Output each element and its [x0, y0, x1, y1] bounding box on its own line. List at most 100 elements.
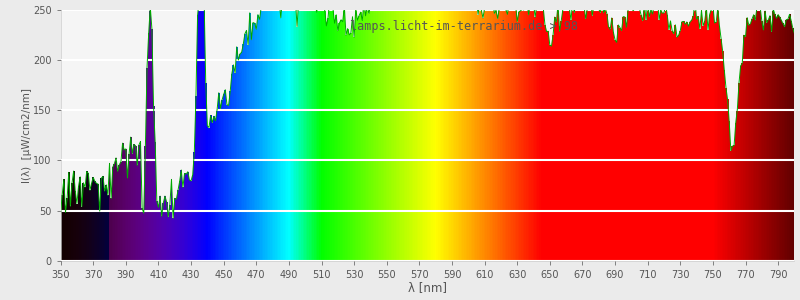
Bar	[78, 186, 79, 261]
Bar	[585, 19, 586, 261]
Bar	[324, 11, 326, 261]
Bar	[524, 10, 526, 261]
Bar	[577, 10, 578, 261]
Bar	[65, 212, 66, 261]
Bar	[329, 10, 330, 261]
Bar	[722, 51, 724, 261]
Bar	[519, 11, 522, 261]
Bar	[679, 31, 682, 261]
Bar	[630, 10, 632, 261]
Bar	[702, 26, 704, 261]
Bar	[436, 10, 438, 261]
Bar	[138, 145, 140, 261]
Bar	[130, 137, 132, 261]
Bar	[384, 10, 386, 261]
Bar	[751, 19, 753, 261]
Bar	[464, 10, 466, 261]
Bar	[759, 10, 761, 261]
Bar	[712, 10, 714, 261]
Bar	[174, 198, 176, 261]
Bar	[627, 10, 629, 261]
Bar	[257, 15, 259, 261]
Bar	[575, 10, 577, 261]
Bar	[316, 12, 318, 261]
Bar	[394, 10, 396, 261]
Bar	[358, 16, 360, 261]
Bar	[673, 34, 674, 261]
Bar	[743, 35, 745, 261]
Bar	[402, 10, 404, 261]
Bar	[474, 10, 476, 261]
Bar	[218, 93, 220, 261]
Bar	[439, 10, 442, 261]
Bar	[162, 203, 164, 261]
Bar	[153, 106, 154, 261]
Bar	[139, 141, 142, 261]
Bar	[611, 18, 613, 261]
Bar	[654, 10, 655, 261]
Bar	[286, 10, 288, 261]
Bar	[640, 15, 642, 261]
Bar	[150, 10, 151, 261]
Bar	[145, 146, 146, 261]
Bar	[76, 203, 78, 261]
Bar	[728, 122, 730, 261]
Bar	[112, 167, 114, 261]
Bar	[198, 10, 200, 261]
Bar	[426, 10, 429, 261]
Bar	[82, 183, 85, 261]
Bar	[285, 10, 286, 261]
Bar	[211, 123, 214, 261]
Bar	[68, 172, 70, 261]
Bar	[466, 10, 468, 261]
Bar	[332, 10, 334, 261]
Bar	[136, 165, 138, 261]
Bar	[657, 10, 658, 261]
Bar	[482, 18, 484, 261]
Bar	[745, 37, 746, 261]
Bar	[655, 10, 657, 261]
Bar	[166, 202, 167, 261]
Bar	[549, 45, 551, 261]
Bar	[538, 10, 539, 261]
Bar	[74, 191, 76, 261]
Bar	[792, 28, 794, 261]
Bar	[133, 144, 135, 261]
Bar	[637, 10, 639, 261]
Bar	[569, 10, 570, 261]
Bar	[104, 191, 106, 261]
Bar	[102, 176, 104, 261]
Bar	[761, 21, 763, 261]
Bar	[609, 29, 611, 261]
Bar	[503, 10, 505, 261]
Bar	[170, 179, 173, 261]
Bar	[784, 27, 786, 261]
Bar	[283, 10, 285, 261]
Bar	[686, 22, 688, 261]
Bar	[601, 10, 603, 261]
Bar	[442, 10, 443, 261]
Bar	[200, 10, 202, 261]
Bar	[701, 10, 702, 261]
Bar	[194, 152, 195, 261]
Bar	[195, 96, 197, 261]
Bar	[613, 32, 614, 261]
Bar	[390, 10, 393, 261]
Bar	[717, 10, 718, 261]
Bar	[260, 10, 262, 261]
Bar	[146, 68, 148, 261]
Bar	[258, 20, 261, 261]
Bar	[704, 21, 706, 261]
Bar	[370, 10, 371, 261]
Bar	[541, 10, 542, 261]
Bar	[312, 10, 314, 261]
Bar	[401, 10, 402, 261]
Bar	[753, 15, 754, 261]
Bar	[221, 100, 223, 261]
Bar	[319, 10, 321, 261]
Bar	[596, 10, 598, 261]
Bar	[197, 15, 198, 261]
Bar	[282, 10, 283, 261]
Bar	[756, 10, 758, 261]
Bar	[508, 10, 510, 261]
